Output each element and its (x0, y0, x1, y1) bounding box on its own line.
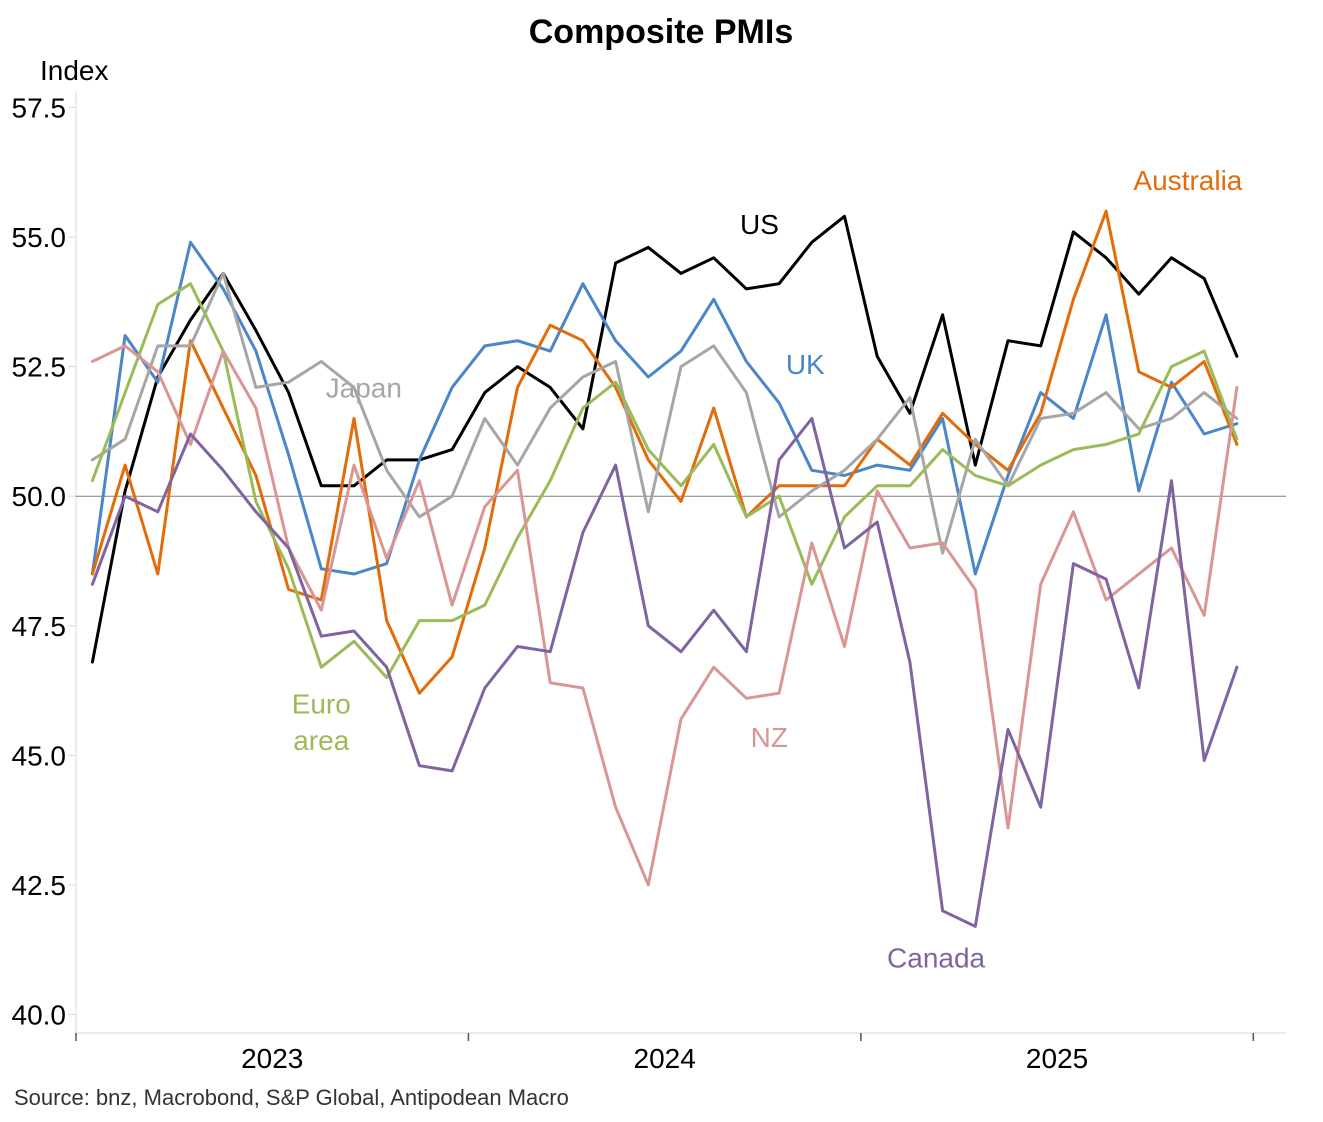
y-tick-label: 40.0 (12, 1000, 67, 1031)
y-tick-label: 42.5 (12, 870, 67, 901)
chart-title: Composite PMIs (529, 13, 793, 51)
series-label-canada: Canada (887, 942, 986, 973)
series-line-japan (90, 271, 1239, 555)
y-tick-label: 47.5 (12, 611, 67, 642)
y-axis-label: Index (40, 55, 109, 86)
series-lines (90, 209, 1239, 928)
y-tick-label: 52.5 (12, 352, 67, 383)
y-tick-label: 57.5 (12, 93, 67, 124)
x-tick-label: 2024 (634, 1043, 696, 1074)
y-tick-label: 50.0 (12, 481, 67, 512)
series-label-australia: Australia (1133, 165, 1242, 196)
axes (75, 91, 1286, 1034)
series-line-nz (90, 344, 1239, 887)
series-label-nz: NZ (751, 722, 788, 753)
series-label-euro: Euro (292, 689, 351, 720)
series-line-uk (90, 240, 1239, 576)
series-label-us: US (740, 209, 779, 240)
y-tick-label: 45.0 (12, 740, 67, 771)
y-tick-label: 55.0 (12, 222, 67, 253)
source-note: Source: bnz, Macrobond, S&P Global, Anti… (14, 1085, 569, 1110)
y-ticks: 40.0 42.5 45.0 47.5 50.0 52.5 55.0 57.5 (12, 93, 76, 1031)
series-label-area: area (293, 725, 349, 756)
x-tick-label: 2023 (241, 1043, 303, 1074)
series-line-australia (90, 209, 1239, 695)
series-label-uk: UK (786, 349, 825, 380)
series-label-japan: Japan (326, 372, 402, 403)
x-ticks: 2023 2024 2025 (75, 1033, 1255, 1074)
series-line-euro-area (90, 282, 1239, 680)
series-labels: US Australia Japan UK Euro area NZ Canada (292, 165, 1243, 973)
series-line-canada (90, 417, 1239, 928)
x-tick-label: 2025 (1026, 1043, 1088, 1074)
